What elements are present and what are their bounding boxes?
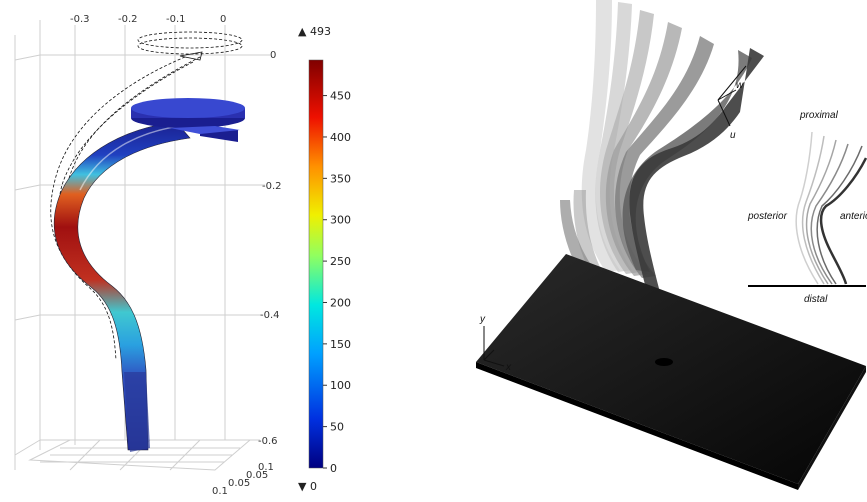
- deformed-beam: [53, 121, 191, 452]
- colorbar-tick-label: 450: [330, 90, 351, 103]
- grid-lines: [14, 20, 270, 471]
- colorbar-tick-label: 150: [330, 338, 351, 351]
- ghost-strips: [581, 0, 752, 278]
- z-tick-label: 0.1: [258, 462, 274, 473]
- colorbar-ticks: 450 400 350 300 250 200 150 100 50 0: [323, 90, 351, 475]
- z-tick-label: 0.05: [246, 470, 268, 481]
- colorbar-max-label: ▲ 493: [298, 25, 331, 38]
- deformation-render: y x w u proximal posterior anterior dist…: [476, 0, 867, 490]
- fea-plot: -0.3 -0.2 -0.1 0 0 -0.2 -0.4 -0.6 0.1 0.…: [14, 14, 351, 497]
- colorbar-tick-label: 100: [330, 379, 351, 392]
- local-vectors: w u: [717, 65, 747, 141]
- z-tick-label: 0.05: [228, 478, 250, 489]
- x-tick-label: -0.3: [70, 14, 90, 25]
- axis-triad: y x: [479, 314, 512, 373]
- vector-u-label: u: [730, 130, 736, 141]
- colorbar-tick-label: 0: [330, 462, 337, 475]
- inset-posterior-label: posterior: [747, 211, 788, 222]
- y-tick-label: -0.4: [260, 310, 280, 321]
- vector-w-label: w: [736, 80, 744, 91]
- colorbar-min-label: ▼ 0: [298, 480, 317, 493]
- axis-x-label: x: [505, 362, 512, 373]
- inset-proximal-label: proximal: [799, 110, 839, 121]
- inset-diagram: proximal posterior anterior distal: [747, 110, 867, 305]
- inset-anterior-label: anterior: [840, 211, 867, 222]
- clamp-disc: [131, 98, 245, 142]
- colorbar-tick-label: 400: [330, 131, 351, 144]
- y-tick-label: -0.6: [258, 436, 278, 447]
- colorbar-tick-label: 200: [330, 296, 351, 309]
- colorbar-tick-label: 300: [330, 214, 351, 227]
- colorbar: ▲ 493 ▼ 0 450 400 350 300 250 200 150 100 50 0: [298, 25, 351, 493]
- y-tick-label: 0: [270, 50, 276, 61]
- y-tick-label: -0.2: [262, 181, 282, 192]
- x-tick-label: -0.2: [118, 14, 138, 25]
- axis-y-label: y: [479, 314, 486, 325]
- colorbar-tick-label: 250: [330, 255, 351, 268]
- inset-distal-label: distal: [804, 294, 828, 305]
- base-platform: [476, 254, 866, 490]
- x-tick-label: 0: [220, 14, 226, 25]
- colorbar-tick-label: 350: [330, 172, 351, 185]
- colorbar-tick-label: 50: [330, 421, 344, 434]
- z-tick-label: 0.1: [212, 486, 228, 497]
- x-tick-label: -0.1: [166, 14, 186, 25]
